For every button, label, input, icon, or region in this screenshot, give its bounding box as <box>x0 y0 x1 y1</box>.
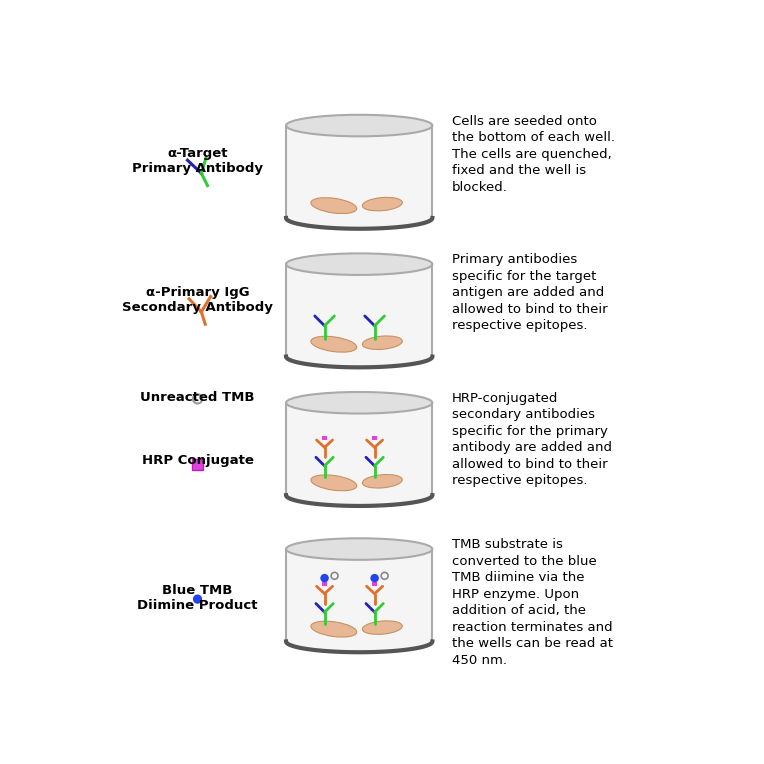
Ellipse shape <box>286 207 432 228</box>
Bar <box>192 459 203 470</box>
Polygon shape <box>286 403 432 495</box>
Bar <box>322 435 327 440</box>
Circle shape <box>371 574 379 582</box>
Ellipse shape <box>286 346 432 367</box>
Ellipse shape <box>286 630 432 652</box>
Ellipse shape <box>286 254 432 275</box>
Text: TMB substrate is
converted to the blue
TMB diimine via the
HRP enzyme. Upon
addi: TMB substrate is converted to the blue T… <box>452 539 613 667</box>
Text: α-Primary IgG
Secondary Antibody: α-Primary IgG Secondary Antibody <box>122 286 273 314</box>
Ellipse shape <box>362 621 403 634</box>
Ellipse shape <box>286 392 432 413</box>
Ellipse shape <box>362 336 403 349</box>
Polygon shape <box>286 125 432 218</box>
Ellipse shape <box>362 197 403 211</box>
Ellipse shape <box>286 484 432 506</box>
Text: HRP-conjugated
secondary antibodies
specific for the primary
antibody are added : HRP-conjugated secondary antibodies spec… <box>452 392 612 487</box>
Bar <box>373 435 377 440</box>
Text: Blue TMB
Diimine Product: Blue TMB Diimine Product <box>138 584 257 612</box>
Polygon shape <box>286 264 432 357</box>
Ellipse shape <box>362 474 403 488</box>
Ellipse shape <box>286 115 432 136</box>
Text: α-Target
Primary Antibody: α-Target Primary Antibody <box>132 147 263 175</box>
Polygon shape <box>286 549 432 642</box>
Text: Unreacted TMB: Unreacted TMB <box>141 391 254 404</box>
Text: HRP Conjugate: HRP Conjugate <box>141 454 254 467</box>
Ellipse shape <box>311 336 357 352</box>
Circle shape <box>320 574 329 582</box>
Ellipse shape <box>311 198 357 214</box>
Bar <box>322 582 327 586</box>
Bar <box>373 582 377 586</box>
Ellipse shape <box>311 475 357 490</box>
Ellipse shape <box>311 621 357 637</box>
Text: Primary antibodies
specific for the target
antigen are added and
allowed to bind: Primary antibodies specific for the targ… <box>452 254 607 332</box>
Ellipse shape <box>286 539 432 560</box>
Circle shape <box>193 594 202 604</box>
Text: Cells are seeded onto
the bottom of each well.
The cells are quenched,
fixed and: Cells are seeded onto the bottom of each… <box>452 115 614 194</box>
